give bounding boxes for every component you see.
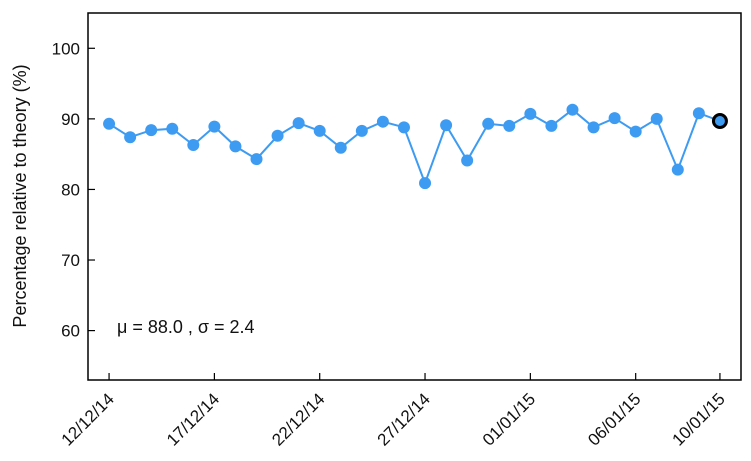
data-point	[208, 120, 221, 133]
data-point	[334, 141, 347, 154]
highlighted-data-point	[711, 112, 728, 129]
data-point	[566, 103, 579, 116]
y-tick-label: 90	[61, 110, 80, 129]
data-point	[608, 112, 621, 125]
data-point	[313, 124, 326, 137]
plot-frame	[87, 12, 742, 381]
stats-annotation: μ = 88.0 , σ = 2.4	[117, 317, 255, 337]
x-axis: 12/12/14 17/12/14 22/12/14 27/12/14 01/01/15…	[58, 373, 729, 450]
y-tick-label: 70	[61, 251, 80, 270]
data-point	[419, 177, 432, 190]
y-tick-label: 60	[61, 322, 80, 341]
x-tick-label: 17/12/14	[163, 389, 223, 449]
data-point	[271, 129, 284, 142]
data-point	[397, 121, 410, 134]
data-point	[250, 153, 263, 166]
x-tick-label: 01/01/15	[479, 389, 539, 449]
data-point	[229, 140, 242, 153]
data-point	[461, 154, 474, 167]
data-point	[145, 124, 158, 137]
data-point	[292, 117, 305, 130]
series-layer	[103, 103, 728, 190]
data-point	[629, 125, 642, 138]
data-point	[103, 117, 116, 130]
x-tick-label: 22/12/14	[268, 389, 328, 449]
data-point	[587, 121, 600, 134]
x-tick-label: 27/12/14	[374, 389, 434, 449]
y-tick-label: 100	[52, 39, 80, 58]
x-tick-label: 12/12/14	[58, 389, 118, 449]
series-line	[108, 108, 721, 186]
data-point	[671, 163, 684, 176]
data-point	[650, 112, 663, 125]
data-point	[524, 107, 537, 120]
x-tick-label: 10/01/15	[669, 389, 729, 449]
data-point	[124, 131, 137, 144]
y-axis-label: Percentage relative to theory (%)	[10, 64, 30, 327]
data-point	[166, 122, 179, 135]
data-point	[692, 107, 705, 120]
data-point	[482, 117, 495, 130]
y-tick-label: 80	[61, 180, 80, 199]
y-axis: 60 70 80 90 100	[52, 39, 95, 341]
x-tick-label: 06/01/15	[584, 389, 644, 449]
data-point	[503, 119, 516, 132]
data-point	[187, 138, 200, 151]
data-point	[355, 124, 368, 137]
data-point	[376, 115, 389, 128]
data-point	[440, 119, 453, 132]
data-point	[545, 119, 558, 132]
